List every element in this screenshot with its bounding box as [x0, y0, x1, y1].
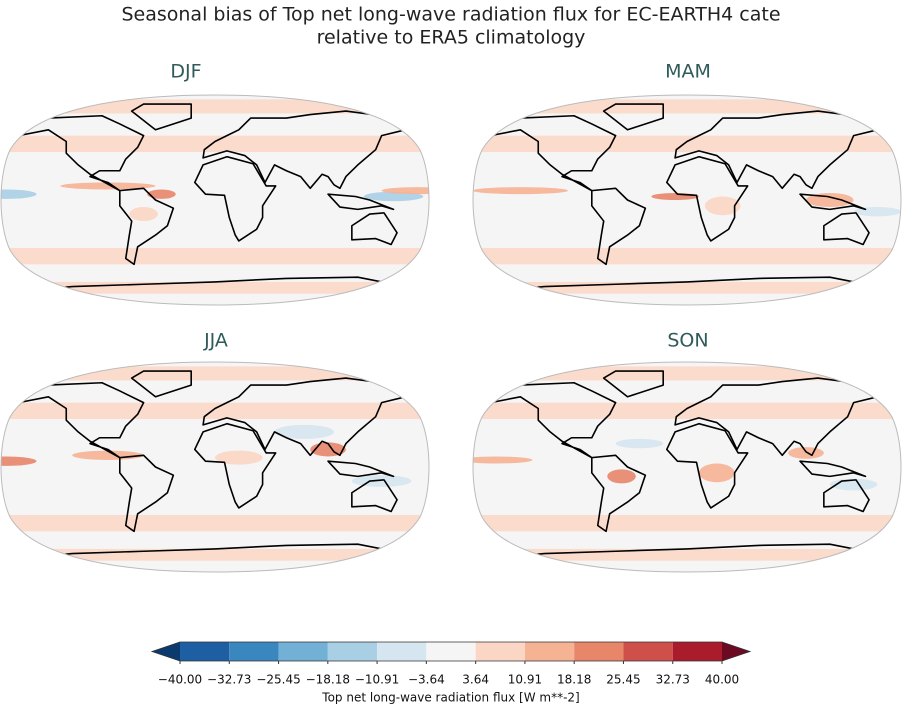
- map-field: [473, 362, 901, 572]
- figure-title: Seasonal bias of Top net long-wave radia…: [121, 4, 780, 26]
- bias-band: [1, 247, 429, 265]
- colorbar-bin: [524, 642, 575, 661]
- map-geo: [1, 99, 429, 295]
- map: [0, 94, 430, 306]
- bias-patch: [704, 196, 741, 216]
- colorbar-tick-label: −10.91: [355, 673, 399, 687]
- bias-patch: [651, 192, 699, 200]
- bias-patch: [607, 469, 636, 484]
- map: [472, 361, 902, 573]
- bias-band: [473, 366, 901, 381]
- map-field: [1, 95, 429, 305]
- bias-band: [1, 135, 429, 153]
- bias-band: [473, 99, 901, 114]
- bias-patch: [806, 192, 854, 208]
- colorbar-tick-label: −32.73: [207, 673, 251, 687]
- bias-band: [473, 135, 901, 153]
- colorbar-bin: [623, 642, 673, 661]
- colorbar-bin: [672, 642, 722, 661]
- bias-band: [473, 548, 901, 561]
- map: [472, 94, 902, 306]
- colorbar-extend: [152, 642, 180, 661]
- bias-band: [1, 99, 429, 114]
- bias-patch: [274, 424, 334, 439]
- colorbar-label: Top net long-wave radiation flux [W m**-…: [321, 691, 579, 705]
- colorbar-tick-label: 3.64: [462, 673, 489, 687]
- colorbar-tick-label: 40.00: [705, 673, 739, 687]
- panel-title: DJF: [170, 61, 201, 83]
- colorbar-bin: [327, 642, 378, 661]
- bias-patch: [363, 191, 424, 202]
- bias-band: [473, 402, 901, 420]
- bias-band: [1, 402, 429, 420]
- bias-band: [473, 281, 901, 294]
- bias-patch: [60, 182, 156, 190]
- panel-title: MAM: [665, 61, 711, 83]
- map-border: [472, 361, 902, 573]
- colorbar-tick-label: 25.45: [606, 673, 640, 687]
- bias-band: [1, 281, 429, 294]
- colorbar-tick-label: −3.64: [408, 673, 445, 687]
- bias-patch: [1, 189, 37, 199]
- colorbar-tick-label: 10.91: [508, 673, 542, 687]
- map-background: [1, 362, 429, 572]
- colorbar-bin: [180, 642, 230, 661]
- colorbar-bin: [426, 642, 476, 661]
- map-field: [1, 362, 429, 572]
- colorbar-bin: [278, 642, 328, 661]
- bias-patch: [788, 447, 824, 459]
- bias-patch: [72, 450, 144, 460]
- colorbar-extend: [722, 642, 750, 661]
- bias-patch: [698, 463, 735, 483]
- panels: [0, 94, 902, 573]
- bias-patch: [473, 187, 568, 195]
- map-border: [472, 94, 902, 306]
- bias-patch: [147, 189, 176, 199]
- colorbar-tick-label: 18.18: [557, 673, 591, 687]
- bias-patch: [473, 456, 533, 464]
- panel-title: JJA: [203, 330, 228, 352]
- map-border: [0, 361, 430, 573]
- colorbar: −40.00 −32.73 −25.45 −18.18 −10.91 −3.64 3.64 1…: [150, 641, 752, 705]
- colorbar-tick-label: 32.73: [656, 673, 690, 687]
- bias-patch: [215, 450, 263, 465]
- bias-patch: [381, 187, 429, 195]
- colorbar-tick-label: −40.00: [158, 673, 202, 687]
- bias-patch: [129, 207, 158, 222]
- bias-band: [473, 247, 901, 265]
- map: [0, 361, 430, 573]
- colorbar-bin: [377, 642, 427, 661]
- colorbar-bin: [574, 642, 624, 661]
- bias-patch: [1, 456, 37, 466]
- colorbar-tick-label: −25.45: [256, 673, 300, 687]
- bias-band: [473, 514, 901, 532]
- map-background: [1, 95, 429, 305]
- colorbar-bin: [475, 642, 525, 661]
- map-background: [473, 362, 901, 572]
- bias-patch: [615, 438, 664, 449]
- map-border: [0, 94, 430, 306]
- bias-band: [1, 366, 429, 381]
- colorbar-tick-label: −18.18: [306, 673, 350, 687]
- map-field: [473, 95, 901, 305]
- colorbar-bin: [229, 642, 279, 661]
- bias-band: [1, 514, 429, 532]
- bias-band: [1, 548, 429, 561]
- figure-title: relative to ERA5 climatology: [317, 27, 586, 49]
- panel-title: SON: [667, 330, 708, 352]
- bias-patch: [351, 475, 412, 487]
